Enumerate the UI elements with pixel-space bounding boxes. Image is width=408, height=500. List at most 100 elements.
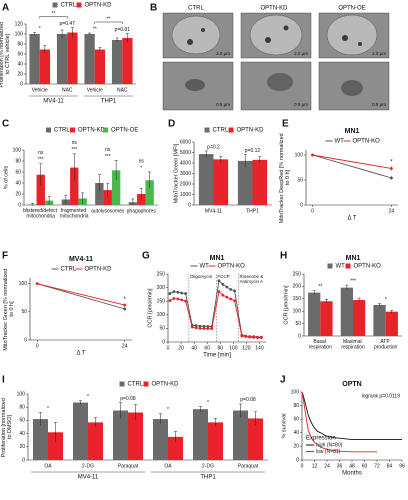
y-tick-label: 20 bbox=[17, 71, 23, 77]
legend-label: OPTN-OE bbox=[111, 128, 138, 134]
x-tick-label: Vehicle bbox=[32, 87, 48, 93]
y-tick-label: 100 bbox=[19, 281, 28, 287]
x-tick-label: 60 bbox=[362, 463, 368, 469]
point bbox=[35, 282, 39, 286]
point bbox=[229, 288, 233, 291]
y-tick-label: 100 bbox=[291, 389, 300, 395]
panel-letter: E bbox=[282, 119, 289, 130]
x-tick-label: 96 bbox=[399, 463, 405, 469]
series-line bbox=[169, 290, 262, 339]
legend-label: WT bbox=[336, 264, 346, 270]
bar bbox=[308, 292, 321, 336]
organelle bbox=[265, 37, 271, 43]
x-tick-label: 100 bbox=[229, 345, 238, 351]
organelle bbox=[283, 25, 289, 31]
y-tick-label: 50 bbox=[295, 321, 301, 327]
y-tick-label: 80 bbox=[17, 41, 23, 47]
legend-swatch bbox=[52, 2, 58, 8]
point bbox=[180, 291, 184, 295]
bar bbox=[111, 170, 121, 205]
event-label: FCCP bbox=[217, 274, 229, 279]
y-axis-label: MitoTracker Green [MFI] bbox=[173, 143, 179, 203]
point bbox=[240, 334, 244, 338]
y-tick-label: 20 bbox=[19, 444, 25, 450]
cell bbox=[326, 14, 378, 56]
legend-label: CTRL bbox=[61, 3, 77, 9]
legend-label: OPTN-KO bbox=[354, 264, 382, 270]
y-tick-label: 40 bbox=[293, 430, 299, 436]
x-tick-label: 0 bbox=[301, 463, 304, 469]
significance: ** bbox=[318, 284, 322, 290]
bar bbox=[94, 49, 106, 84]
x-tick-label: 48 bbox=[349, 463, 355, 469]
significance: p=0.08 bbox=[240, 397, 256, 403]
point bbox=[168, 299, 172, 303]
y-tick-label: 20 bbox=[15, 191, 21, 197]
x-tick-label: Basal respiration bbox=[309, 339, 333, 351]
point bbox=[123, 303, 127, 307]
significance: p=0.12 bbox=[245, 148, 261, 154]
cell bbox=[171, 15, 221, 55]
organelle bbox=[187, 39, 193, 45]
significance: * bbox=[140, 165, 142, 171]
x-tick-label: 60 bbox=[204, 345, 210, 351]
panel-letter: I bbox=[2, 375, 5, 386]
point bbox=[217, 290, 221, 294]
y-tick-label: 100 bbox=[295, 152, 304, 158]
legend-swatch bbox=[143, 381, 149, 387]
point bbox=[210, 327, 214, 331]
legend-label: CTRL bbox=[128, 382, 144, 388]
bar bbox=[373, 305, 386, 336]
y-tick-label: 60 bbox=[15, 169, 21, 175]
point bbox=[194, 324, 198, 328]
legend-swatch bbox=[228, 127, 234, 133]
y-tick-label: 1000 bbox=[180, 192, 191, 198]
y-axis-label: % survival bbox=[281, 413, 287, 438]
y-tick-label: 80 bbox=[293, 403, 299, 409]
legend-label: OPTN-KD bbox=[78, 128, 106, 134]
event-label: Rotenone & Antimycin A bbox=[240, 274, 265, 284]
bar bbox=[70, 167, 79, 205]
legend-title: Expression bbox=[306, 436, 336, 442]
organelle bbox=[267, 73, 293, 91]
organelle bbox=[358, 42, 362, 46]
point bbox=[198, 324, 202, 328]
y-tick-label: 0 bbox=[298, 333, 301, 339]
scale-label: 2.0 µm bbox=[372, 51, 386, 56]
annotation: logrank p=0.0119 bbox=[362, 393, 401, 399]
bar bbox=[145, 180, 154, 205]
significance: p=0.2 bbox=[207, 144, 220, 150]
x-tick-label: 12 bbox=[312, 463, 318, 469]
significance-bracket bbox=[39, 16, 68, 19]
panel-letter: F bbox=[2, 251, 8, 262]
significance: *** bbox=[38, 157, 44, 163]
point bbox=[225, 295, 229, 299]
x-tick-label: autolysosomes bbox=[91, 208, 125, 214]
x-tick-label: Maximal respiration bbox=[341, 339, 365, 351]
y-tick-label: 0 bbox=[24, 337, 27, 343]
legend-label: OPTN-KD bbox=[85, 267, 113, 273]
bar bbox=[198, 154, 214, 205]
legend-swatch bbox=[70, 127, 75, 133]
point bbox=[225, 285, 229, 289]
y-tick-label: 100 bbox=[13, 147, 22, 153]
organelle bbox=[201, 28, 205, 32]
y-tick-label: 100 bbox=[15, 31, 24, 37]
chart-title: MV4-11 bbox=[69, 256, 93, 263]
y-tick-label: 80 bbox=[19, 405, 25, 411]
y-tick-label: 5000 bbox=[180, 150, 191, 156]
point bbox=[198, 327, 202, 330]
significance: ns bbox=[38, 150, 44, 156]
y-axis-label: Proliferation [% normalized to CTRL vehi… bbox=[0, 20, 12, 87]
legend-label: OPTN-KD bbox=[152, 382, 180, 388]
point bbox=[184, 292, 188, 295]
scale-label: 2.0 µm bbox=[294, 51, 308, 56]
y-tick-label: 100 bbox=[157, 312, 166, 318]
x-tick-label: OA bbox=[44, 463, 52, 469]
group-label: THP1 bbox=[200, 475, 216, 481]
significance: p=0.47 bbox=[60, 21, 76, 27]
panel-letter: D bbox=[168, 119, 175, 130]
series-line bbox=[169, 279, 262, 338]
bar bbox=[84, 34, 95, 84]
series-line bbox=[301, 391, 402, 441]
